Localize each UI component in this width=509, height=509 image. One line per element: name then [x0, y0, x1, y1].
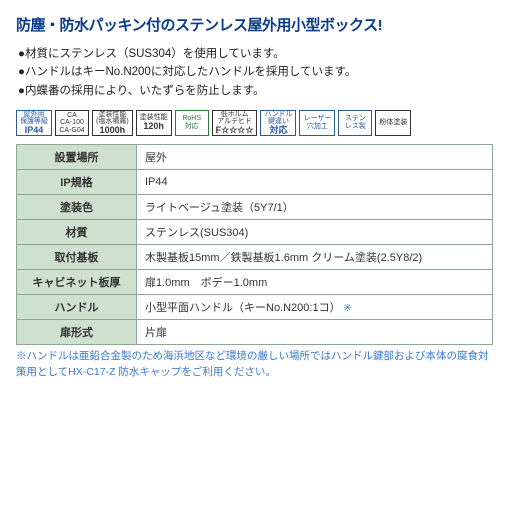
- feature-bullets: ●材質にステンレス（SUS304）を使用しています。 ●ハンドルはキーNo.N2…: [16, 45, 493, 100]
- table-row: IP規格IP44: [17, 170, 493, 195]
- spec-label: 材質: [17, 220, 137, 245]
- cert-badges: 屋外用保護等級IP44CACA-100CA-G04塗装性能(塩水噴霧)1000h…: [16, 110, 493, 136]
- spec-table: 設置場所屋外IP規格IP44塗装色ライトベージュ塗装（5Y7/1）材質ステンレス…: [16, 144, 493, 345]
- table-row: 塗装色ライトベージュ塗装（5Y7/1）: [17, 195, 493, 220]
- cert-badge: CACA-100CA-G04: [55, 110, 89, 136]
- cert-badge: ステンレス製: [338, 110, 372, 136]
- spec-value: 屋外: [137, 145, 493, 170]
- spec-value: ステンレス(SUS304): [137, 220, 493, 245]
- table-row: キャビネット板厚扉1.0mm ボデー1.0mm: [17, 270, 493, 295]
- cert-badge: RoHS対応: [175, 110, 209, 136]
- spec-label: 取付基板: [17, 245, 137, 270]
- bullet-item: ●内蝶番の採用により、いたずらを防止します。: [16, 82, 493, 100]
- footnote: ※ハンドルは亜鉛合金製のため海浜地区など環境の厳しい場所ではハンドル鍵部および本…: [16, 349, 493, 381]
- spec-label: 設置場所: [17, 145, 137, 170]
- spec-label: ハンドル: [17, 295, 137, 320]
- spec-label: 塗装色: [17, 195, 137, 220]
- cert-badge: 粉体塗装: [375, 110, 411, 136]
- spec-label: キャビネット板厚: [17, 270, 137, 295]
- cert-badge: ハンドル鍵違い対応: [260, 110, 296, 136]
- table-row: 取付基板木製基板15mm／鉄製基板1.6mm クリーム塗装(2.5Y8/2): [17, 245, 493, 270]
- spec-value: 小型平面ハンドル（キーNo.N200:1コ） ※: [137, 295, 493, 320]
- cert-badge: 屋外用保護等級IP44: [16, 110, 52, 136]
- page-headline: 防塵・防水パッキン付のステンレス屋外用小型ボックス!: [16, 14, 493, 35]
- table-row: 設置場所屋外: [17, 145, 493, 170]
- bullet-item: ●材質にステンレス（SUS304）を使用しています。: [16, 45, 493, 63]
- spec-label: 扉形式: [17, 320, 137, 345]
- spec-value: 片扉: [137, 320, 493, 345]
- spec-label: IP規格: [17, 170, 137, 195]
- cert-badge: 塗装性能120h: [136, 110, 172, 136]
- note-mark-icon: ※: [341, 303, 352, 314]
- spec-value: ライトベージュ塗装（5Y7/1）: [137, 195, 493, 220]
- cert-badge: レーザー穴加工: [299, 110, 335, 136]
- table-row: 材質ステンレス(SUS304): [17, 220, 493, 245]
- bullet-item: ●ハンドルはキーNo.N200に対応したハンドルを採用しています。: [16, 63, 493, 81]
- spec-value: 木製基板15mm／鉄製基板1.6mm クリーム塗装(2.5Y8/2): [137, 245, 493, 270]
- spec-value: IP44: [137, 170, 493, 195]
- cert-badge: 低ホルムアルデヒドF☆☆☆☆: [212, 110, 258, 136]
- table-row: ハンドル小型平面ハンドル（キーNo.N200:1コ） ※: [17, 295, 493, 320]
- spec-value: 扉1.0mm ボデー1.0mm: [137, 270, 493, 295]
- table-row: 扉形式片扉: [17, 320, 493, 345]
- cert-badge: 塗装性能(塩水噴霧)1000h: [92, 110, 133, 136]
